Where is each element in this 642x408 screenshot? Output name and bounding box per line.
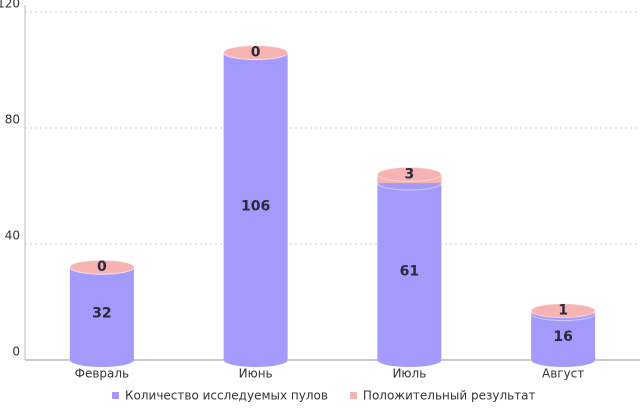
value-label: 0	[97, 259, 107, 275]
legend-label: Количество исследуемых пулов	[125, 389, 328, 403]
y-tick-label: 0	[12, 345, 20, 359]
value-label: 3	[405, 166, 415, 182]
y-tick-label: 120	[0, 0, 20, 11]
bar-cap	[223, 45, 289, 61]
bar-cap	[376, 166, 442, 182]
y-tick-label: 80	[5, 113, 20, 127]
legend-label: Положительный результат	[363, 389, 536, 403]
bar-cap	[530, 303, 596, 319]
x-tick-label: Июнь	[239, 367, 273, 381]
bar-cap	[69, 259, 135, 275]
bar	[223, 52, 288, 360]
x-tick-label: Август	[542, 367, 584, 381]
legend-marker	[349, 392, 357, 399]
x-tick-label: Июль	[392, 367, 426, 381]
value-label: 32	[92, 306, 111, 322]
value-label: 16	[553, 329, 572, 345]
x-tick-label: Февраль	[75, 367, 130, 381]
bar	[377, 183, 442, 360]
bar	[531, 313, 596, 360]
value-label: 106	[241, 198, 270, 214]
legend-marker	[112, 392, 119, 399]
value-label: 1	[558, 303, 568, 319]
value-label: 0	[251, 45, 261, 61]
y-tick-label: 40	[5, 229, 20, 243]
value-label: 61	[400, 264, 419, 280]
bar	[69, 267, 134, 360]
